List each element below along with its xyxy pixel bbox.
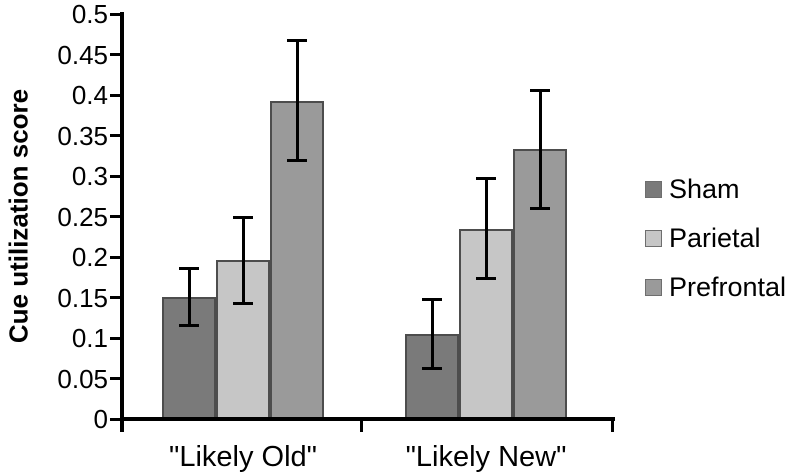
x-axis-divider-tick [360, 421, 363, 432]
y-tick-label: 0.5 [71, 0, 108, 29]
y-tick-mark [110, 255, 121, 259]
error-bar-top-cap [476, 176, 496, 180]
y-tick-label: 0.1 [71, 323, 108, 353]
y-tick-label: 0.15 [57, 282, 108, 313]
error-bar-bottom-cap [233, 301, 253, 305]
error-bar-line [295, 40, 299, 161]
legend-item-sham: Sham [645, 176, 786, 203]
error-bar-line [538, 90, 542, 209]
y-tick-mark [110, 336, 121, 340]
error-bar-bottom-cap [179, 323, 199, 327]
legend-label-sham: Sham [669, 174, 740, 204]
y-tick-label: 0.2 [71, 242, 108, 272]
error-bar-line [430, 299, 434, 368]
y-tick-label: 0.3 [71, 161, 108, 191]
y-tick-label: 0.25 [57, 201, 108, 232]
y-tick-mark [110, 12, 121, 16]
error-bar-top-cap [530, 88, 550, 92]
error-bar-bottom-cap [287, 159, 307, 163]
error-bar-top-cap [287, 39, 307, 43]
error-bar-line [241, 217, 245, 304]
y-axis-line [120, 12, 124, 432]
y-tick-mark [110, 134, 121, 137]
y-tick-mark [110, 174, 121, 178]
legend-swatch-parietal [645, 230, 662, 247]
error-bar-bottom-cap [476, 277, 496, 281]
error-bar-top-cap [179, 266, 199, 270]
y-tick-mark [110, 296, 121, 299]
error-bar-bottom-cap [422, 366, 442, 370]
legend-item-parietal: Parietal [645, 225, 786, 252]
x-category-label-likely-old: "Likely Old" [169, 441, 317, 473]
error-bar-top-cap [233, 215, 253, 219]
y-tick-mark [110, 417, 121, 421]
y-tick-mark [110, 377, 121, 380]
legend: Sham Parietal Prefrontal [645, 176, 786, 323]
y-tick-mark [110, 215, 121, 218]
y-tick-label: 0.4 [71, 80, 108, 110]
error-bar-bottom-cap [530, 206, 550, 210]
y-tick-label: 0.05 [57, 363, 108, 394]
x-category-label-likely-new: "Likely New" [405, 441, 567, 473]
y-tick-label: 0.35 [57, 120, 108, 151]
y-tick-label: 0 [93, 404, 108, 434]
x-axis-end-tick [611, 421, 614, 432]
error-bar-top-cap [422, 298, 442, 302]
y-tick-label: 0.45 [57, 39, 108, 70]
error-bar-line [484, 178, 488, 279]
error-bar-line [187, 268, 191, 325]
legend-item-prefrontal: Prefrontal [645, 274, 786, 301]
y-tick-mark [110, 53, 121, 56]
legend-swatch-sham [645, 181, 662, 198]
legend-label-prefrontal: Prefrontal [669, 272, 787, 302]
y-tick-mark [110, 93, 121, 97]
legend-swatch-prefrontal [645, 279, 662, 296]
legend-label-parietal: Parietal [669, 223, 761, 253]
x-axis-line [120, 417, 615, 421]
